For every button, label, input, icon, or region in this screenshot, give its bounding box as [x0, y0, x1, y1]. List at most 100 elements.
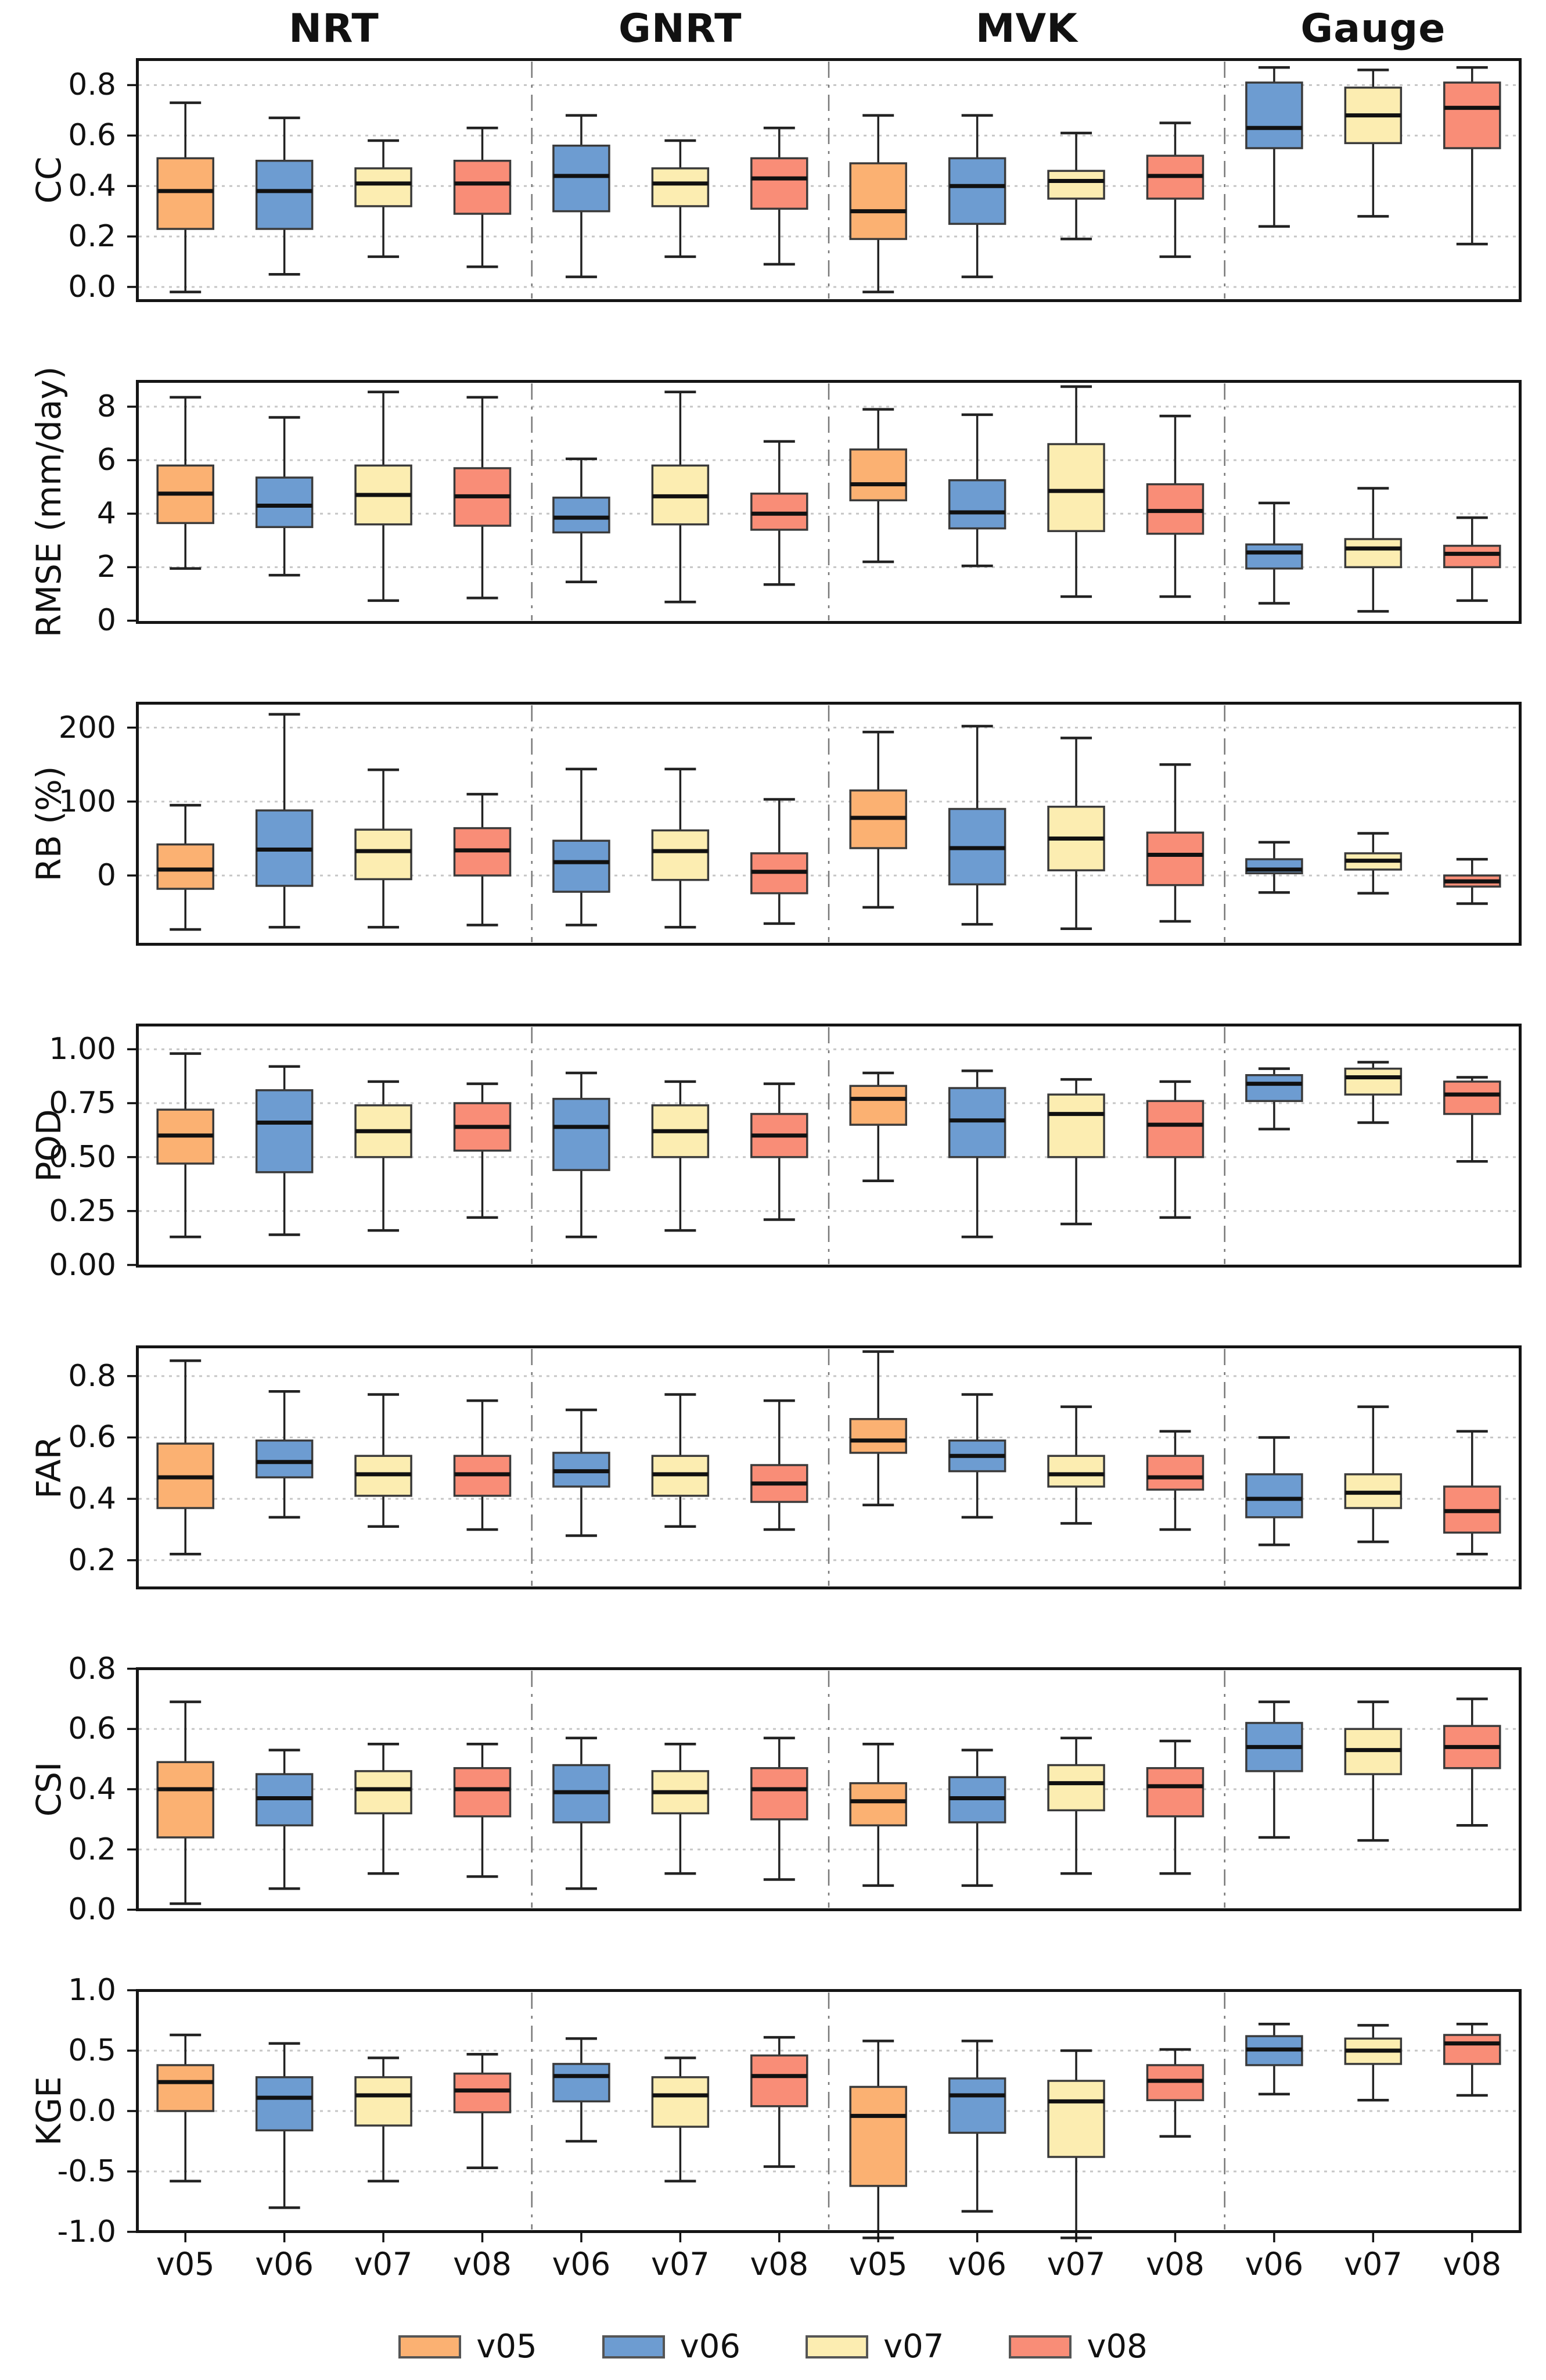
box-gnrt-v07	[651, 139, 710, 259]
y-tick-label-kge: -0.5	[57, 2153, 116, 2189]
x-tick-label: v05	[156, 2246, 215, 2282]
box-nrt-v05	[156, 1700, 214, 1905]
y-tick-label-cc: 0.6	[68, 118, 116, 153]
box-nrt-v05	[156, 803, 214, 931]
box-mvk-v08	[1146, 414, 1205, 598]
box-gauge-v08	[1443, 1697, 1501, 1827]
box-mvk-v05	[849, 1350, 907, 1506]
box-gnrt-v08	[750, 1736, 808, 1881]
box-gauge-v08	[1443, 1430, 1501, 1556]
box-gauge-v07	[1344, 1405, 1403, 1543]
y-tick-label-pod: 0.50	[49, 1139, 116, 1175]
box-mvk-v05	[849, 408, 907, 563]
box-nrt-v06	[255, 1749, 314, 1890]
column-title-mvk: MVK	[975, 6, 1078, 52]
box-gnrt-v08	[750, 1399, 808, 1531]
legend-swatch-v06	[602, 2335, 665, 2359]
y-tick-label-far: 0.6	[68, 1420, 116, 1455]
box-gauge-v06	[1245, 2023, 1303, 2096]
y-tick-label-rb: 0	[96, 858, 116, 893]
y-tick-label-cc: 0.8	[68, 67, 116, 103]
y-tick-label-csi: 0.8	[68, 1651, 116, 1686]
box-nrt-v06	[255, 2042, 314, 2209]
box-mvk-v08	[1146, 2048, 1205, 2138]
box-nrt-v07	[354, 1742, 412, 1875]
box-gauge-v06	[1245, 1067, 1303, 1130]
box-nrt-v06	[255, 116, 314, 276]
box-gnrt-v06	[552, 457, 610, 583]
box-gauge-v08	[1443, 1076, 1501, 1163]
box-mvk-v06	[948, 1749, 1006, 1887]
x-tick-label: v06	[552, 2246, 611, 2282]
box-nrt-v05	[156, 101, 214, 293]
box-mvk-v05	[849, 114, 907, 293]
x-tick-label: v07	[354, 2246, 413, 2282]
panel-csi	[127, 1667, 1522, 1911]
x-tick-label: v07	[651, 2246, 710, 2282]
box-gnrt-v08	[750, 1082, 808, 1221]
box-gauge-v06	[1245, 841, 1303, 894]
y-tick-label-csi: 0.2	[68, 1832, 116, 1867]
box-nrt-v08	[453, 792, 512, 927]
box-nrt-v07	[354, 390, 412, 602]
panel-rb	[127, 702, 1522, 946]
box-nrt-v08	[453, 1399, 512, 1531]
box-gauge-v06	[1245, 501, 1303, 605]
box-mvk-v07	[1047, 1736, 1105, 1875]
box-gauge-v07	[1344, 487, 1403, 613]
box-mvk-v07	[1047, 1078, 1105, 1226]
box-nrt-v06	[255, 1065, 314, 1236]
x-tick-label: v05	[848, 2246, 908, 2282]
box-gauge-v06	[1245, 1436, 1303, 1546]
box-mvk-v06	[948, 724, 1006, 926]
y-tick-label-far: 0.4	[68, 1481, 116, 1517]
box-gnrt-v07	[651, 1742, 710, 1875]
panel-kge	[127, 1989, 1522, 2242]
box-gnrt-v06	[552, 1408, 610, 1537]
y-tick-label-cc: 0.0	[68, 269, 116, 304]
box-mvk-v06	[948, 1393, 1006, 1519]
legend-item-v06: v06	[602, 2331, 740, 2363]
box-nrt-v08	[453, 127, 512, 268]
y-tick-label-rmse: 0	[96, 603, 116, 638]
box-gnrt-v07	[651, 767, 710, 929]
box-nrt-v08	[453, 396, 512, 600]
box-nrt-v08	[453, 1082, 512, 1219]
column-title-gauge: Gauge	[1300, 6, 1446, 52]
box-gauge-v08	[1443, 857, 1501, 905]
panel-rmse	[127, 380, 1522, 624]
box-nrt-v08	[453, 2053, 512, 2169]
y-tick-label-cc: 0.2	[68, 219, 116, 254]
box-mvk-v07	[1047, 737, 1105, 930]
box-mvk-v08	[1146, 1080, 1205, 1219]
box-mvk-v05	[849, 1742, 907, 1887]
legend-item-v07: v07	[806, 2331, 944, 2363]
legend-item-v05: v05	[398, 2331, 537, 2363]
box-gnrt-v08	[750, 2036, 808, 2168]
y-tick-label-kge: 0.0	[68, 2094, 116, 2128]
box-gnrt-v06	[552, 1736, 610, 1890]
y-tick-label-kge: 0.5	[68, 2033, 116, 2069]
box-nrt-v05	[156, 2033, 214, 2182]
y-axis-label-kge: KGE	[29, 2076, 69, 2146]
box-gauge-v07	[1344, 69, 1403, 218]
box-mvk-v05	[849, 2040, 907, 2239]
box-mvk-v06	[948, 413, 1006, 568]
box-nrt-v05	[156, 396, 214, 570]
legend-swatch-v07	[806, 2335, 868, 2359]
y-tick-label-csi: 0.0	[68, 1892, 116, 1927]
box-nrt-v07	[354, 768, 412, 929]
y-tick-label-pod: 0.75	[49, 1086, 116, 1121]
box-gnrt-v08	[750, 798, 808, 925]
box-mvk-v08	[1146, 1430, 1205, 1531]
box-mvk-v06	[948, 114, 1006, 278]
box-gnrt-v06	[552, 1071, 610, 1239]
y-tick-label-rmse: 4	[96, 496, 116, 532]
column-title-gnrt: GNRT	[619, 6, 742, 52]
box-nrt-v07	[354, 2056, 412, 2182]
y-tick-label-rmse: 6	[96, 443, 116, 478]
box-gauge-v07	[1344, 1061, 1403, 1124]
panel-far	[127, 1345, 1522, 1589]
y-tick-label-rmse: 2	[96, 550, 116, 585]
box-nrt-v06	[255, 713, 314, 929]
